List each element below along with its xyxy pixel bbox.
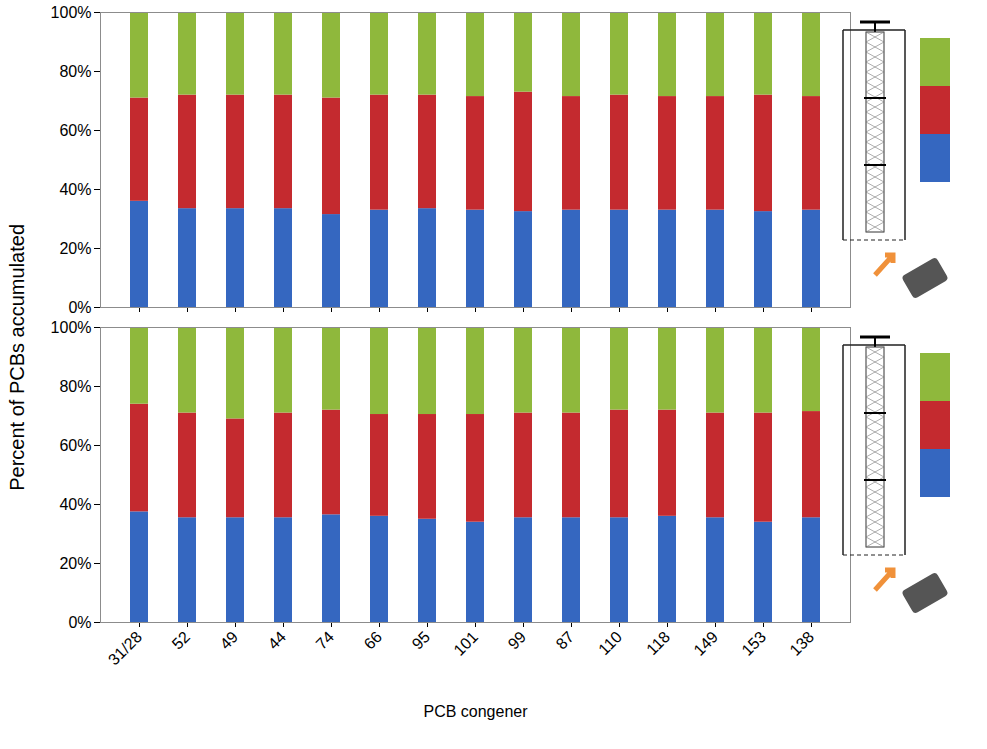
svg-text:87: 87 [553,628,578,653]
svg-text:66: 66 [361,628,386,653]
svg-text:20%: 20% [59,555,91,572]
svg-text:44: 44 [265,628,290,653]
svg-text:20%: 20% [59,240,91,257]
svg-text:110: 110 [595,628,625,658]
svg-text:99: 99 [505,628,530,653]
svg-text:0%: 0% [68,614,91,631]
svg-text:118: 118 [643,628,673,658]
svg-text:138: 138 [786,628,817,659]
svg-text:100%: 100% [51,319,92,336]
svg-text:153: 153 [738,628,769,659]
svg-text:31/28: 31/28 [105,628,145,668]
html-text:Percent of PCBs accumulated: Percent of PCBs accumulated [6,224,28,491]
svg-text:52: 52 [169,628,194,653]
svg-text:60%: 60% [59,437,91,454]
svg-text:80%: 80% [59,63,91,80]
svg-text:149: 149 [690,628,721,659]
svg-text:95: 95 [409,628,434,653]
svg-text:60%: 60% [59,122,91,139]
svg-text:40%: 40% [59,181,91,198]
svg-text:PCB congener: PCB congener [423,703,528,720]
svg-text:74: 74 [313,628,338,653]
svg-text:80%: 80% [59,378,91,395]
svg-text:40%: 40% [59,496,91,513]
svg-text:100%: 100% [51,4,92,21]
svg-text:0%: 0% [68,299,91,315]
svg-text:49: 49 [217,628,242,653]
svg-text:101: 101 [450,628,481,659]
